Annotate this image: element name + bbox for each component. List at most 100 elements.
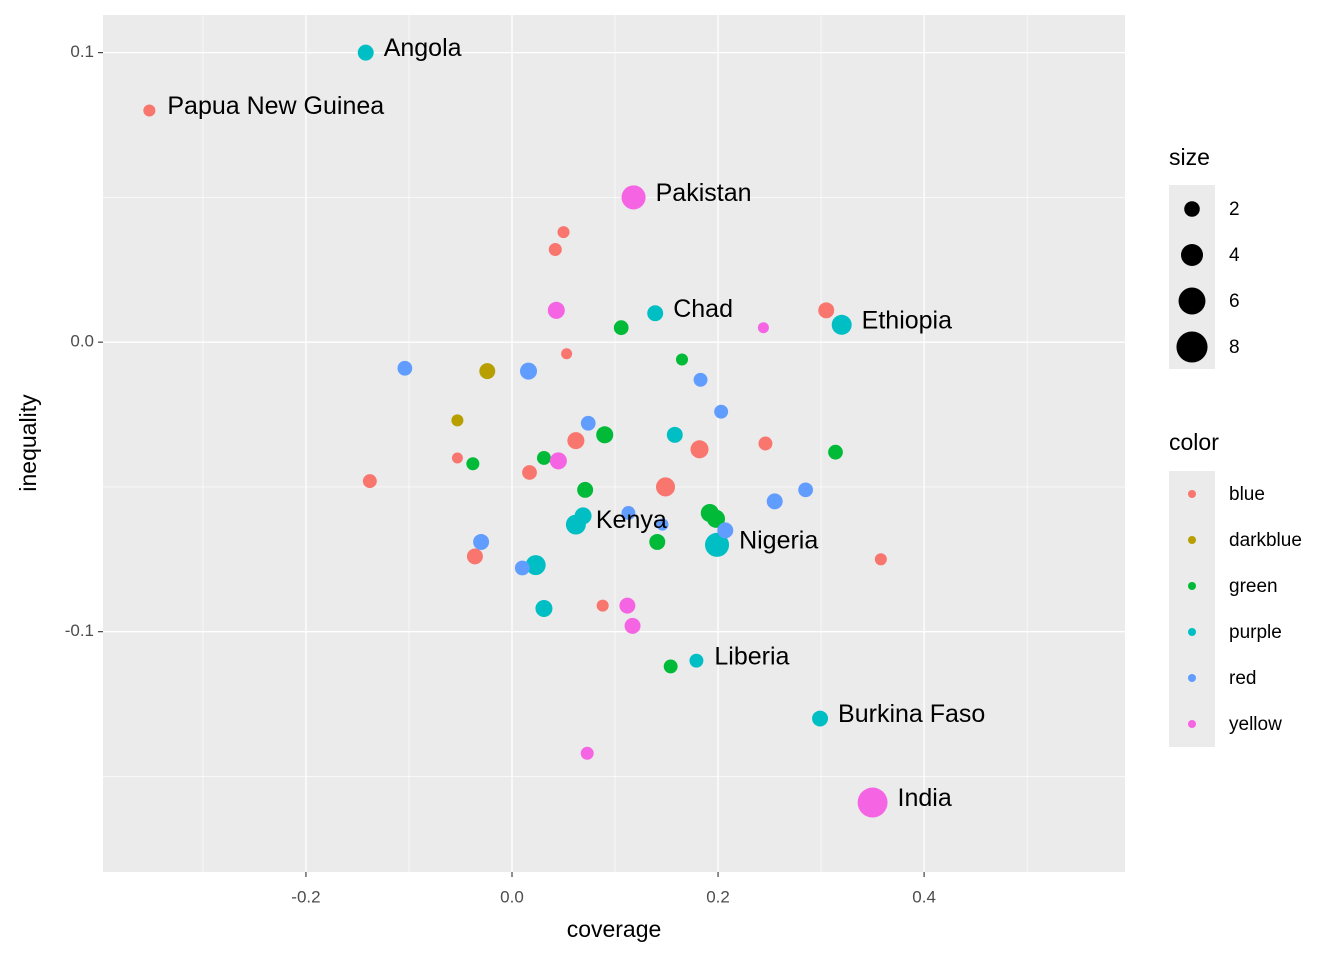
legend-key [1188,628,1196,636]
point [522,465,537,480]
point [655,477,676,497]
point [766,493,783,510]
color-legend-keys [1169,471,1215,747]
point [706,509,726,528]
point [567,432,585,450]
point [549,452,567,470]
point [649,533,666,550]
size-legend-label: 6 [1229,291,1240,312]
point [818,302,835,319]
point [514,560,530,576]
y-tick-label: 0.0 [70,332,94,351]
point [704,532,730,557]
point [757,322,769,334]
point [874,553,887,566]
point [621,185,646,210]
point [580,746,594,760]
point-label: Angola [384,34,462,62]
point [857,787,888,818]
point [619,597,636,614]
point [565,514,586,535]
point-label: Kenya [596,506,667,534]
point [798,482,814,498]
x-tick-label: 0.0 [500,887,524,906]
point-label: Ethiopia [862,306,952,334]
point [557,226,570,239]
point [621,506,636,520]
point [675,353,689,366]
point-label: Chad [673,295,733,323]
legend-label: blue [1229,484,1265,505]
point [536,451,551,465]
legend-label: purple [1229,622,1282,643]
point [525,555,546,576]
point [828,444,843,460]
legend-label: yellow [1229,714,1282,735]
point [479,363,496,380]
point [362,474,377,489]
point [758,436,773,451]
point [451,414,464,427]
point [535,600,553,618]
point [143,104,156,117]
x-tick-label: 0.2 [706,887,730,906]
legend-key [1188,582,1196,590]
legend-key [1188,674,1196,682]
size-legend-key [1181,244,1203,266]
color-legend-title: color [1169,429,1219,455]
size-legend-key [1184,201,1200,217]
legend-key [1188,490,1196,498]
legend-label: green [1229,576,1278,597]
size-legend-title: size [1169,144,1210,170]
point [693,372,708,387]
point [580,415,596,431]
y-tick-label: 0.1 [70,42,94,61]
point [577,481,594,498]
point [596,426,614,444]
x-axis-title: coverage [567,916,662,942]
point [663,659,678,674]
y-axis-title: inequality [15,394,41,492]
size-legend-label: 8 [1229,337,1240,358]
point [717,522,734,539]
point [451,452,463,464]
point [596,599,609,612]
y-tick-label: -0.1 [65,621,94,640]
point [656,518,669,531]
size-legend-key [1178,287,1206,315]
point-label: Liberia [714,642,789,670]
point [548,243,562,257]
point [714,404,729,419]
point-label: Burkina Faso [838,700,985,728]
point [690,440,709,459]
point [357,44,374,61]
size-legend-label: 4 [1229,245,1240,266]
point [519,362,538,380]
point-label: Papua New Guinea [167,92,384,120]
point [547,301,565,319]
point-label: India [898,784,952,812]
point [812,710,829,727]
point [647,305,664,322]
x-tick-label: -0.2 [291,887,320,906]
legend-label: darkblue [1229,530,1302,551]
panel [103,15,1125,872]
legend-key [1188,720,1196,728]
legend-key [1188,536,1196,544]
point [666,426,683,443]
point-label: Pakistan [656,179,752,207]
point [831,314,852,335]
x-tick-label: 0.4 [912,887,936,906]
point [397,360,413,376]
point [689,653,704,668]
legend-label: red [1229,668,1256,689]
size-legend-label: 2 [1229,199,1240,220]
point [473,533,490,550]
point [624,617,641,634]
size-legend-key [1176,331,1208,363]
point [466,548,483,565]
point [466,457,480,471]
point-label: Nigeria [739,526,818,554]
point [561,348,573,360]
